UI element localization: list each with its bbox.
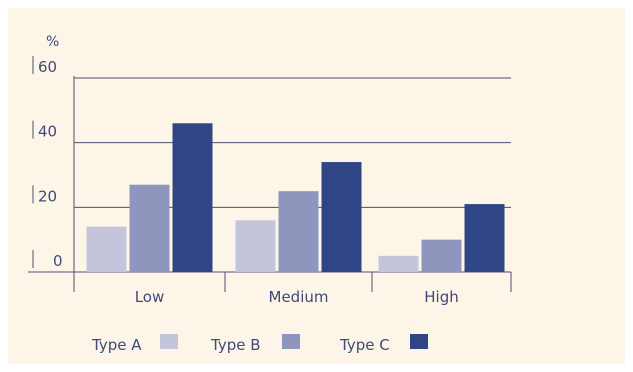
legend: Type A Type B Type C [91,334,428,354]
y-tick-label: 20 [38,187,57,205]
legend-label: Type B [210,336,261,354]
category-label: Low [135,288,165,306]
legend-swatch [282,334,300,349]
bars [86,123,505,273]
category-label: High [424,288,458,306]
chart-panel: 0 20 40 60 % Low Medium High Type A Type B Type… [8,8,625,364]
bar-type-a [86,226,127,272]
y-tick-label: 0 [53,252,63,270]
category-labels: Low Medium High [135,288,459,306]
bar-type-a [235,220,276,272]
bar-type-b [278,191,319,272]
bar-type-c [321,162,362,272]
category-label: Medium [269,288,329,306]
bar-type-c [172,123,213,273]
bar-type-b [129,184,170,272]
y-axis-unit: % [46,34,59,50]
bar-type-a [378,255,419,272]
legend-label: Type A [91,336,142,354]
y-tick-label: 60 [38,58,57,76]
bar-type-b [421,239,462,272]
bar-type-c [464,204,505,272]
legend-swatch [160,334,178,349]
y-tick-labels: 0 20 40 60 [32,56,63,270]
y-tick-label: 40 [38,123,57,141]
legend-label: Type C [339,336,390,354]
legend-swatch [410,334,428,349]
